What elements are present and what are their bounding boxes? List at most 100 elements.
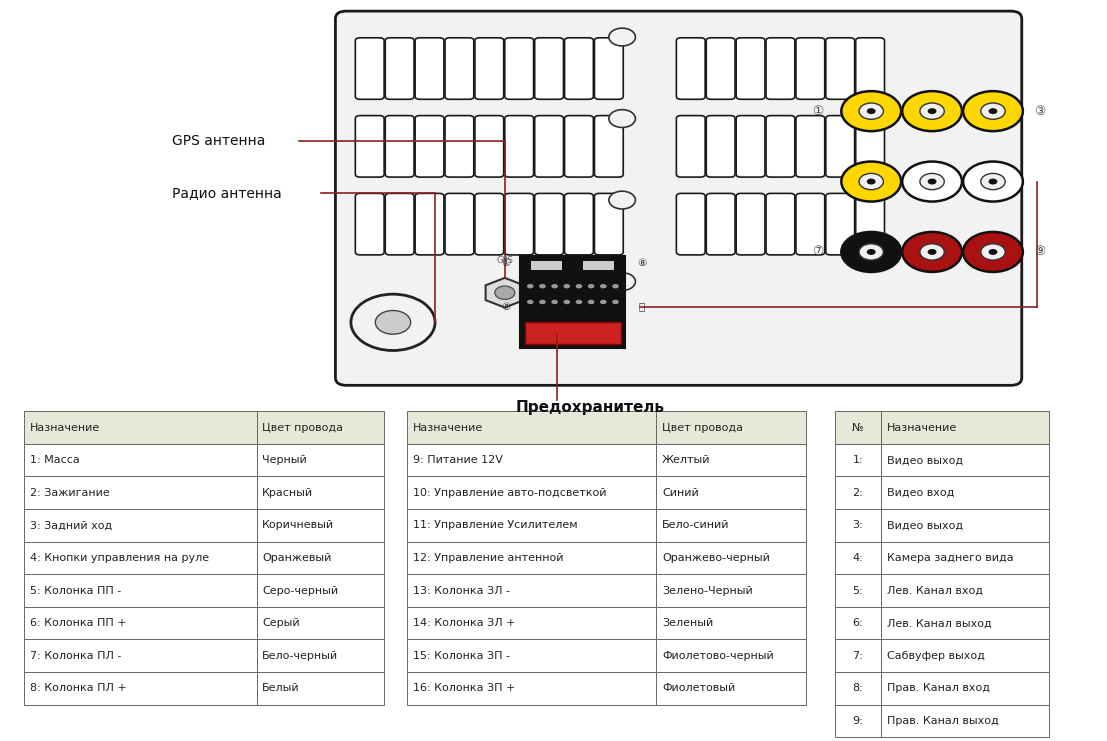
Circle shape — [989, 108, 997, 114]
Circle shape — [859, 244, 883, 260]
Circle shape — [963, 232, 1023, 272]
Text: Бело-синий: Бело-синий — [662, 520, 730, 531]
Bar — [881, 411, 1049, 444]
Text: Видео вход: Видео вход — [887, 488, 954, 498]
Circle shape — [902, 232, 962, 272]
Text: Оранжевый: Оранжевый — [262, 553, 332, 563]
Bar — [407, 509, 656, 542]
Bar — [835, 705, 881, 737]
Bar — [656, 607, 806, 639]
FancyBboxPatch shape — [796, 116, 825, 177]
Bar — [257, 639, 384, 672]
FancyBboxPatch shape — [415, 193, 444, 255]
Bar — [257, 509, 384, 542]
Circle shape — [867, 108, 876, 114]
Circle shape — [963, 91, 1023, 131]
Bar — [656, 574, 806, 607]
Bar — [881, 574, 1049, 607]
Text: 6:: 6: — [852, 618, 863, 628]
FancyBboxPatch shape — [505, 38, 534, 99]
Bar — [835, 509, 881, 542]
Circle shape — [551, 299, 558, 304]
FancyBboxPatch shape — [385, 193, 414, 255]
Text: Красный: Красный — [262, 488, 313, 498]
Circle shape — [539, 299, 546, 304]
FancyBboxPatch shape — [826, 116, 855, 177]
Circle shape — [600, 299, 607, 304]
Bar — [407, 411, 656, 444]
FancyBboxPatch shape — [475, 38, 504, 99]
Text: Желтый: Желтый — [662, 455, 711, 465]
Bar — [24, 542, 257, 574]
FancyBboxPatch shape — [415, 38, 444, 99]
Circle shape — [902, 91, 962, 131]
FancyBboxPatch shape — [565, 38, 593, 99]
Text: Видео выход: Видео выход — [887, 520, 963, 531]
FancyBboxPatch shape — [826, 38, 855, 99]
Text: Камера заднего вида: Камера заднего вида — [887, 553, 1013, 563]
Circle shape — [902, 162, 962, 202]
FancyBboxPatch shape — [856, 193, 884, 255]
Circle shape — [495, 286, 515, 299]
FancyBboxPatch shape — [335, 11, 1022, 385]
FancyBboxPatch shape — [445, 193, 474, 255]
Circle shape — [920, 173, 944, 190]
Circle shape — [981, 244, 1005, 260]
Text: Видео выход: Видео выход — [887, 455, 963, 465]
FancyBboxPatch shape — [676, 193, 705, 255]
Circle shape — [989, 179, 997, 185]
Bar — [520, 256, 625, 348]
FancyBboxPatch shape — [415, 116, 444, 177]
FancyBboxPatch shape — [535, 38, 563, 99]
Text: ①: ① — [813, 104, 824, 118]
Text: 9: Питание 12V: 9: Питание 12V — [413, 455, 503, 465]
Text: 3: Задний ход: 3: Задний ход — [30, 520, 112, 531]
FancyBboxPatch shape — [565, 116, 593, 177]
Text: Коричневый: Коричневый — [262, 520, 334, 531]
Bar — [257, 542, 384, 574]
Text: ①: ① — [501, 258, 510, 268]
Circle shape — [612, 284, 619, 288]
Text: 1:: 1: — [852, 455, 863, 465]
FancyBboxPatch shape — [594, 193, 623, 255]
Bar — [407, 607, 656, 639]
Bar — [24, 639, 257, 672]
Bar — [656, 542, 806, 574]
Circle shape — [609, 191, 635, 209]
Text: 14: Колонка ЗЛ +: 14: Колонка ЗЛ + — [413, 618, 516, 628]
FancyBboxPatch shape — [475, 193, 504, 255]
Text: ⑨: ⑨ — [501, 302, 510, 311]
Bar — [24, 444, 257, 476]
Bar — [24, 672, 257, 705]
Text: 11: Управление Усилителем: 11: Управление Усилителем — [413, 520, 578, 531]
FancyBboxPatch shape — [355, 193, 384, 255]
Bar — [257, 672, 384, 705]
Bar — [881, 607, 1049, 639]
Text: 15: Колонка ЗП -: 15: Колонка ЗП - — [413, 651, 510, 661]
Circle shape — [563, 284, 570, 288]
Circle shape — [841, 162, 901, 202]
Text: Радио антенна: Радио антенна — [172, 186, 281, 199]
Text: Цвет провода: Цвет провода — [662, 422, 743, 433]
Bar — [257, 444, 384, 476]
Circle shape — [576, 284, 582, 288]
Circle shape — [859, 103, 883, 119]
Text: Назначение: Назначение — [887, 422, 956, 433]
Text: Фиолетовый: Фиолетовый — [662, 683, 735, 694]
Circle shape — [539, 284, 546, 288]
Bar — [407, 672, 656, 705]
Text: ⑨: ⑨ — [1034, 245, 1045, 259]
FancyBboxPatch shape — [535, 193, 563, 255]
Circle shape — [981, 173, 1005, 190]
Bar — [881, 444, 1049, 476]
Bar — [583, 261, 614, 270]
Text: №: № — [852, 422, 863, 433]
Text: 2: Зажигание: 2: Зажигание — [30, 488, 110, 498]
FancyBboxPatch shape — [475, 116, 504, 177]
Circle shape — [612, 299, 619, 304]
Text: Цвет провода: Цвет провода — [262, 422, 343, 433]
Bar — [656, 672, 806, 705]
Bar — [24, 476, 257, 509]
FancyBboxPatch shape — [796, 193, 825, 255]
Text: ⑧: ⑧ — [638, 258, 646, 268]
